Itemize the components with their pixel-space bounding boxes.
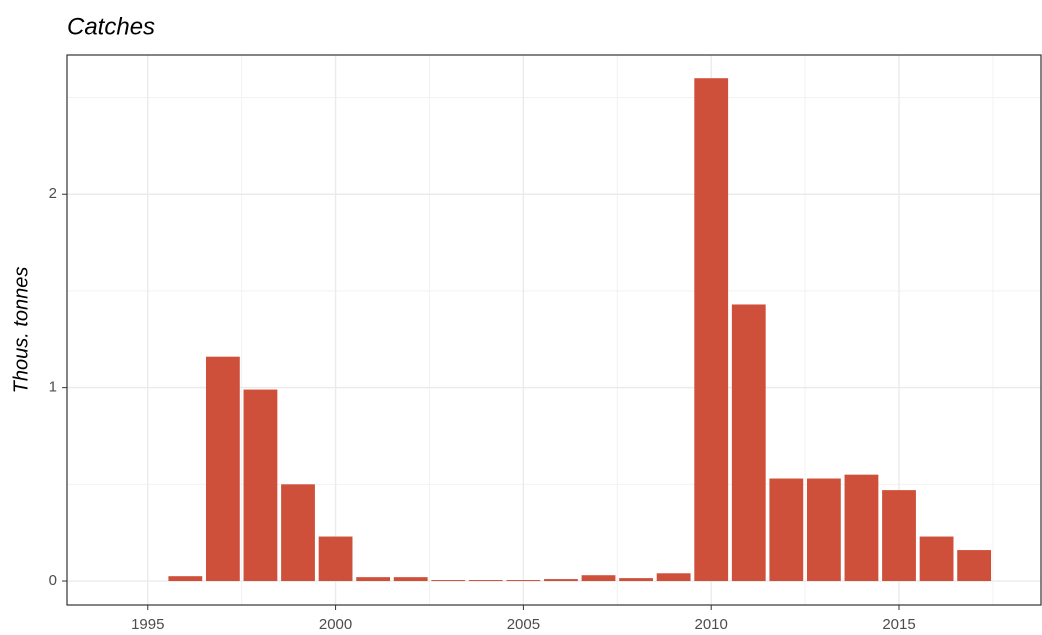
bar — [694, 78, 729, 582]
y-tick-label: 0 — [49, 572, 57, 589]
bar — [168, 576, 203, 582]
y-tick-label: 2 — [49, 185, 57, 202]
bar — [619, 578, 653, 582]
bar — [205, 356, 240, 582]
x-tick-label: 2005 — [507, 616, 540, 633]
bar — [656, 573, 691, 582]
x-tick-label: 1995 — [131, 616, 164, 633]
x-tick-label: 2015 — [882, 616, 915, 633]
bar — [431, 580, 466, 582]
bar — [919, 536, 954, 582]
bar — [243, 389, 278, 582]
bar — [882, 490, 916, 582]
x-tick-label: 2000 — [319, 616, 352, 633]
panel-border — [66, 54, 1042, 606]
bar — [731, 304, 766, 582]
x-tick-label: 2010 — [695, 616, 728, 633]
bar — [806, 478, 841, 582]
bar — [544, 579, 578, 582]
bar — [393, 577, 428, 582]
bar — [957, 550, 992, 582]
bar — [769, 478, 804, 582]
y-axis-label: Thous. tonnes — [10, 267, 32, 394]
y-tick-label: 1 — [49, 379, 57, 396]
bar — [468, 580, 503, 582]
bar — [506, 580, 541, 582]
bar — [281, 484, 315, 582]
chart-title: Catches — [67, 13, 155, 40]
bar — [318, 536, 353, 582]
bar — [581, 575, 616, 582]
bar — [844, 474, 879, 582]
bar — [356, 577, 391, 582]
